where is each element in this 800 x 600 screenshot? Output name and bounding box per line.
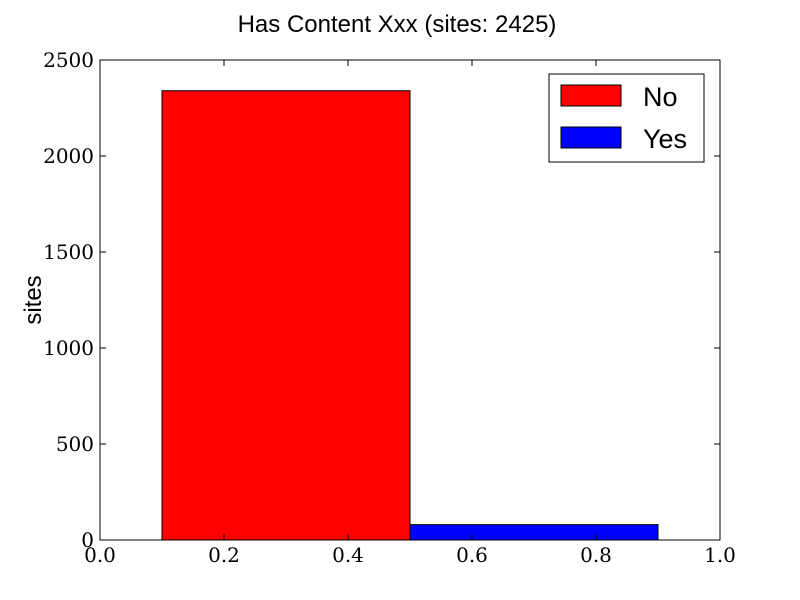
y-tick-label: 2500 bbox=[43, 48, 94, 72]
legend-entries: No Yes bbox=[560, 82, 687, 154]
x-tick-label: 0.8 bbox=[580, 543, 612, 567]
legend-swatch-yes bbox=[560, 126, 622, 149]
x-tick-label: 0.4 bbox=[332, 543, 364, 567]
x-tick-label: 1.0 bbox=[704, 543, 736, 567]
legend-label-no: No bbox=[643, 82, 678, 112]
legend: No Yes bbox=[548, 73, 705, 163]
y-tick-label: 500 bbox=[56, 432, 94, 456]
y-tick-label: 1000 bbox=[43, 336, 94, 360]
y-tick-label: 1500 bbox=[43, 240, 94, 264]
y-tick-label: 0 bbox=[81, 528, 94, 552]
y-axis-label: sites bbox=[20, 275, 47, 324]
legend-label-yes: Yes bbox=[643, 124, 687, 154]
plot-area-frame bbox=[99, 59, 721, 541]
x-tick-label: 0.6 bbox=[456, 543, 488, 567]
ticks-layer: 0.0 0.2 0.4 0.6 0.8 1.0 0 500 1000 1500 2000 2500 bbox=[43, 48, 736, 567]
x-tick-label: 0.2 bbox=[208, 543, 240, 567]
legend-swatch-no bbox=[560, 84, 622, 107]
y-tick-label: 2000 bbox=[43, 144, 94, 168]
chart-title: Has Content Xxx (sites: 2425) bbox=[238, 11, 557, 38]
x-tick-label: 0.0 bbox=[84, 543, 116, 567]
bar-no bbox=[161, 90, 411, 541]
bar-yes bbox=[409, 524, 659, 541]
bars-layer bbox=[161, 90, 659, 541]
